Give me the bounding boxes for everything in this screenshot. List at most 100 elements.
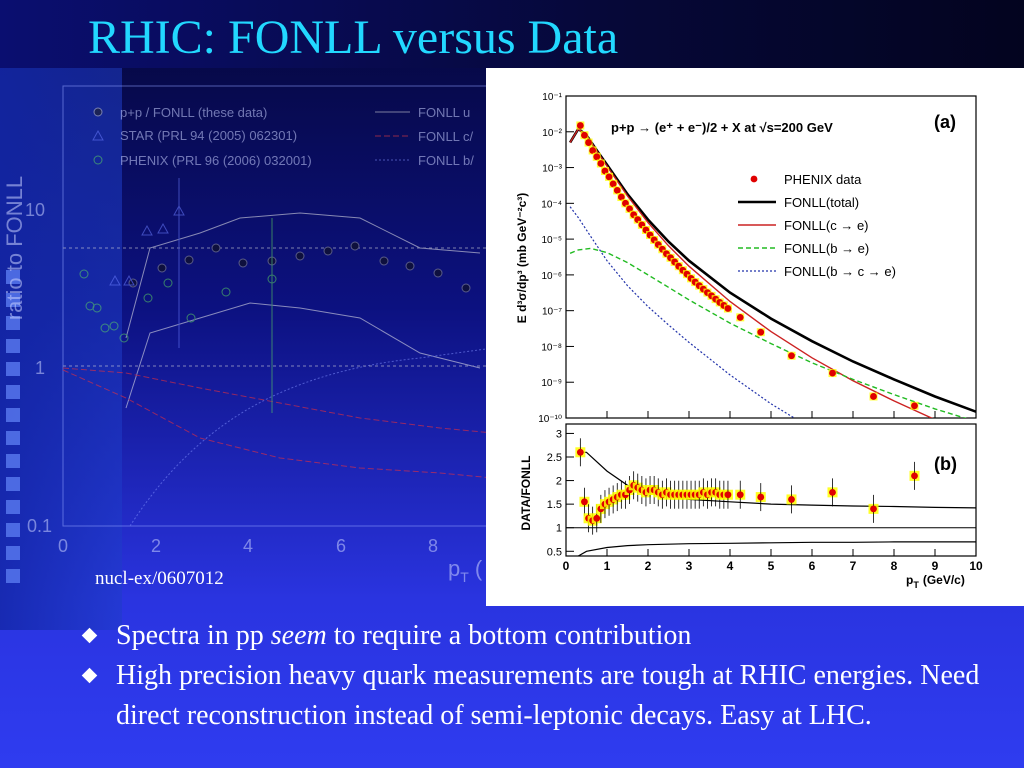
bg-legend-right: FONLL c/: [418, 129, 474, 144]
panel-a-data-point: [585, 139, 592, 146]
panel-a-ytick-label: 10⁻⁸: [541, 342, 562, 353]
panel-a-ytick-label: 10⁻⁶: [541, 271, 562, 282]
panel-a-title: p+p → (e⁺ + e⁻)/2 + X at √s=200 GeV: [611, 120, 833, 135]
left-accent-band: [0, 0, 122, 630]
panel-a-legend-entry: FONLL(b → e): [784, 241, 869, 256]
panel-b-ytick-label: 2.5: [547, 452, 562, 464]
panel-b-label: (b): [934, 454, 957, 474]
panel-a-frame: [565, 95, 977, 419]
panel-b-xtick-label: 4: [727, 559, 734, 573]
panel-b-xtick-label: 5: [768, 559, 775, 573]
reference-citation: nucl-ex/0607012: [95, 568, 224, 589]
panel-a-curve-3: [569, 247, 967, 418]
panel-a-legend-entry: FONLL(total): [784, 195, 859, 210]
panel-a-ytick-label: 10⁻²: [542, 128, 562, 139]
panel-a-data-point: [870, 393, 877, 400]
panel-b-band-line: [578, 451, 977, 509]
panel-b-ylabel: DATA/FONLL: [519, 456, 533, 531]
panel-b-ytick-label: 2: [556, 476, 562, 488]
bullet-text: High precision heavy quark measurements …: [116, 660, 980, 731]
panel-b-data-point: [736, 491, 744, 499]
panel-a-data-point: [601, 167, 609, 175]
panel-a-data-point: [757, 328, 765, 336]
panel-a-data-point: [724, 305, 732, 312]
bg-xlabel: pT(: [448, 556, 483, 585]
diamond-bullet-icon: [81, 627, 98, 644]
diamond-bullet-icon: [81, 667, 98, 684]
panel-a-data-point: [589, 147, 597, 154]
panel-a-ytick-label: 10⁻⁴: [541, 199, 562, 210]
panel-b-data-point: [724, 491, 732, 499]
bullet-list: Spectra in pp seem to require a bottom c…: [81, 616, 1004, 736]
panel-a-ytick-label: 10⁻¹⁰: [538, 414, 562, 425]
panel-a-data-point: [613, 186, 621, 194]
panel-a-data-point: [576, 122, 584, 129]
panel-a-label: (a): [934, 112, 956, 132]
panel-b-ytick-label: 0.5: [547, 546, 562, 558]
panel-a-legend-entry: FONLL(c → e): [784, 218, 869, 233]
panel-b-xtick-label: 6: [809, 559, 816, 573]
panel-b-ytick-label: 1.5: [547, 499, 562, 511]
bg-legend-right: FONLL u: [418, 105, 470, 120]
panel-a-data-point: [593, 153, 601, 161]
panel-b-ytick-label: 1: [556, 523, 562, 535]
panel-b-band-line: [578, 541, 976, 557]
bg-legend-entry: p+p / FONLL (these data): [120, 105, 267, 120]
bg-legend-entry: STAR (PRL 94 (2005) 062301): [120, 128, 297, 143]
panel-b-data-point: [757, 493, 765, 501]
panel-a-data-point: [609, 180, 617, 188]
panel-b-ytick-label: 3: [556, 428, 562, 440]
bg-xtick: 2: [151, 536, 161, 556]
bg-xtick: 6: [336, 536, 346, 556]
bullet-item: Spectra in pp seem to require a bottom c…: [81, 616, 1004, 656]
panel-b-data-point: [870, 505, 877, 513]
decorative-squares: [6, 270, 26, 592]
panel-a-ytick-label: 10⁻³: [542, 164, 562, 175]
panel-b-data-point: [829, 488, 836, 496]
panel-b-data-point: [788, 496, 795, 503]
panel-a-data-point: [597, 160, 605, 167]
panel-b-xtick-label: 3: [686, 559, 693, 573]
bg-ytick: 0.1: [27, 516, 52, 536]
bg-legend-right: FONLL b/: [418, 153, 474, 168]
panel-a-data-point: [605, 173, 613, 181]
panel-a-data-point: [788, 352, 795, 360]
panel-b-data-point: [911, 472, 918, 480]
bg-ytick: 1: [35, 358, 45, 378]
panel-b-xtick-label: 9: [932, 559, 939, 573]
panel-b-xlabel: pT (GeV/c): [906, 573, 965, 590]
bg-ytick: 10: [25, 200, 45, 220]
bullet-item: High precision heavy quark measurements …: [81, 656, 1004, 736]
bg-xtick: 4: [243, 536, 253, 556]
bg-legend-entry: PHENIX (PRL 96 (2006) 032001): [120, 153, 312, 168]
phenix-figure: 10⁻¹⁰ 10⁻⁹ 10⁻⁸ 10⁻⁷ 10⁻⁶ 10⁻⁵ 10⁻⁴ 10⁻³ 10⁻² 10⁻…: [515, 92, 983, 590]
phenix-figure-panel: 10⁻¹⁰ 10⁻⁹ 10⁻⁸ 10⁻⁷ 10⁻⁶ 10⁻⁵ 10⁻⁴ 10⁻³ 10⁻² 10⁻…: [486, 68, 1024, 606]
panel-a-legend-entry: PHENIX data: [784, 172, 862, 187]
panel-b-data-point: [576, 448, 584, 456]
panel-a-data-point: [911, 402, 918, 410]
panel-a-ytick-label: 10⁻⁷: [542, 307, 562, 318]
panel-b-xtick-label: 0: [563, 559, 570, 573]
panel-a-data-point: [581, 131, 588, 139]
bullet-text: Spectra in pp seem to require a bottom c…: [116, 620, 692, 651]
bg-ylabel: ratio to FONLL: [2, 176, 27, 320]
panel-a-ylabel: E d³σ/dp³ (mb GeV⁻²c³): [515, 193, 529, 324]
panel-b-xtick-label: 10: [969, 559, 983, 573]
panel-a-curve-2: [569, 127, 934, 418]
panel-b-xtick-label: 7: [850, 559, 857, 573]
panel-b-xtick-label: 8: [891, 559, 898, 573]
panel-a-legend-entry: FONLL(b → c → e): [784, 264, 896, 279]
panel-a-legend-marker: [750, 175, 758, 183]
panel-a-ytick-label: 10⁻¹: [542, 92, 562, 103]
panel-b-data-point: [581, 498, 588, 506]
bg-xtick: 8: [428, 536, 438, 556]
bg-xtick: 0: [58, 536, 68, 556]
title-bar: [0, 0, 1024, 68]
background-ratio-chart: ratio to FONLL 10 1 0.1 0 2 4 6 8 pT( p+…: [2, 85, 490, 585]
panel-a-data-point: [736, 313, 744, 321]
panel-a-ytick-label: 10⁻⁹: [541, 378, 562, 389]
slide-title: RHIC: FONLL versus Data: [88, 11, 619, 64]
panel-a-data-point: [626, 205, 633, 213]
panel-a-data-point: [617, 193, 625, 201]
panel-b-data-point: [593, 514, 601, 522]
